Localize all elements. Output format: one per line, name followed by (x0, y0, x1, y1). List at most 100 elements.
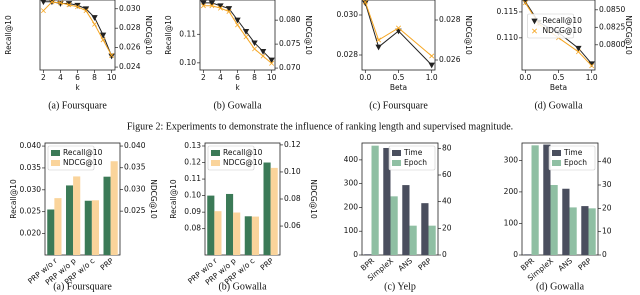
point-marker (217, 3, 224, 10)
bar (409, 225, 417, 255)
point-marker (243, 34, 249, 40)
x-tick-label: 4 (218, 73, 223, 82)
x-tick-label: 1.0 (586, 73, 598, 82)
point-marker (91, 15, 98, 21)
legend-swatch (211, 160, 220, 166)
y2-tick-label: 0.035 (124, 163, 146, 172)
point-marker (242, 29, 250, 35)
point-marker (268, 57, 275, 64)
bar (244, 216, 252, 255)
x-tick-label: 6 (235, 73, 240, 82)
y-tick-label: 0.025 (20, 207, 42, 216)
x-axis-label: k (75, 83, 80, 92)
bar (66, 185, 74, 255)
legend-marker (532, 28, 537, 34)
x-axis-label: Beta (550, 83, 567, 92)
caption: (d) Gowalla (536, 281, 585, 292)
legend-label: NDCG@10 (63, 158, 103, 167)
y2-axis-label: NDCG@10 (624, 15, 633, 55)
y2-tick-label: 0.040 (124, 141, 146, 150)
bar (421, 203, 429, 255)
y-tick-label: 0.040 (20, 141, 42, 150)
y-tick-label: 200 (504, 187, 519, 196)
legend-label: NDCG@10 (223, 158, 263, 167)
y-tick-label: 0.115 (497, 7, 519, 16)
bar (371, 145, 379, 255)
plot-frame (44, 142, 121, 256)
point-marker (66, 2, 72, 8)
bar (251, 216, 259, 255)
series-line (364, 1, 433, 57)
caption: (b) Gowalla (213, 100, 262, 111)
x-tick-label: ANS (396, 256, 414, 273)
y2-tick-label: 0.10 (284, 167, 301, 176)
point-marker (429, 53, 435, 59)
series-line (43, 1, 113, 56)
legend-box (527, 13, 574, 39)
y-tick-label: 0.08 (184, 224, 201, 233)
bar (569, 207, 577, 255)
y-axis-label: Recall@10 (164, 15, 173, 55)
figure-caption: Figure 2: Experiments to demonstrate the… (127, 121, 513, 132)
x-tick-label: 8 (252, 73, 257, 82)
y2-tick-label: 0.075 (279, 39, 301, 48)
y2-axis-label: NDCG@10 (304, 15, 313, 55)
legend-swatch (211, 150, 220, 156)
y-axis-label: Recall@10 (9, 179, 18, 219)
point-marker (234, 17, 241, 24)
y2-tick-label: 0.080 (279, 15, 301, 24)
caption: (a) Foursquare (53, 281, 112, 292)
legend-label: NDCG@10 (543, 26, 583, 35)
y2-tick-label: 0.024 (119, 62, 141, 71)
point-marker (396, 25, 401, 31)
legend-label: Time (563, 148, 583, 157)
point-marker (209, 3, 215, 9)
legend-swatch (51, 160, 60, 166)
caption: (a) Foursquare (48, 100, 107, 111)
legend-marker (531, 18, 538, 25)
point-marker (226, 9, 232, 14)
bar (84, 200, 92, 255)
x-tick-label: 1.0 (426, 73, 438, 82)
plot-frame (361, 142, 439, 256)
y2-tick-label: 0.08 (284, 194, 301, 203)
y-tick-label: 0.10 (184, 191, 201, 200)
point-marker (109, 52, 115, 58)
series-line (43, 1, 113, 57)
x-tick-label: ANS (556, 256, 574, 273)
legend-swatch (392, 160, 401, 166)
y-tick-label: 0.030 (337, 10, 359, 19)
y-tick-label: 0.110 (497, 33, 519, 42)
y-tick-label: 0.035 (20, 163, 42, 172)
y2-tick-label: 0 (602, 250, 607, 259)
x-tick-label: PRP (416, 256, 433, 272)
legend-label: Recall@10 (63, 148, 103, 157)
y2-tick-label: 0.026 (119, 43, 141, 52)
x-tick-label: PRP (98, 256, 115, 272)
y2-tick-label: 20 (442, 223, 452, 232)
y-tick-label: 0 (513, 250, 518, 259)
y2-tick-label: 20 (602, 203, 612, 212)
y2-tick-label: 80 (442, 143, 452, 152)
point-marker (99, 32, 107, 39)
x-tick-label: 2 (41, 73, 46, 82)
point-marker (251, 40, 258, 47)
bar (383, 147, 391, 255)
point-marker (208, 0, 216, 7)
point-marker (217, 5, 223, 11)
y-axis-label: Recall@10 (169, 179, 178, 219)
point-marker (259, 49, 267, 55)
y-tick-label: 0.09 (184, 207, 201, 216)
bar (531, 145, 539, 255)
plot-frame (361, 0, 436, 71)
bar (226, 193, 234, 255)
bar (214, 211, 222, 255)
point-marker (575, 49, 581, 55)
y-tick-label: 200 (344, 202, 359, 211)
x-tick-label: PRP (576, 256, 593, 272)
y2-tick-label: 0.028 (439, 15, 461, 24)
point-marker (92, 21, 98, 27)
bar (270, 167, 278, 255)
y-tick-label: 300 (344, 179, 359, 188)
caption: (d) Gowalla (534, 100, 583, 111)
